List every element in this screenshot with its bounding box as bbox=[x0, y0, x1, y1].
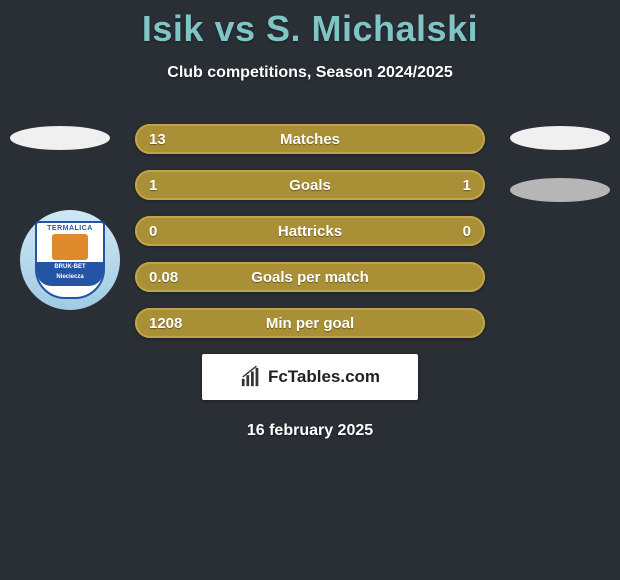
stat-label: Goals bbox=[135, 177, 485, 194]
content-area: TERMALICA BRUK-BET Nieciecza 13 Matches … bbox=[0, 124, 620, 440]
stat-right-value: 1 bbox=[463, 177, 471, 194]
club-badge-graphic: TERMALICA BRUK-BET Nieciecza bbox=[35, 221, 105, 299]
player-right-placeholder-ellipse-1 bbox=[510, 126, 610, 150]
stat-left-value: 1 bbox=[149, 177, 157, 194]
stat-left-value: 1208 bbox=[149, 315, 182, 332]
stat-row-min-per-goal: 1208 Min per goal bbox=[135, 308, 485, 338]
footer-date: 16 february 2025 bbox=[0, 422, 620, 440]
club-badge-left: TERMALICA BRUK-BET Nieciecza bbox=[20, 210, 120, 310]
badge-text-top: TERMALICA bbox=[47, 225, 93, 232]
stat-label: Min per goal bbox=[135, 315, 485, 332]
stat-rows: 13 Matches 1 Goals 1 0 Hattricks 0 0.08 … bbox=[135, 124, 485, 338]
badge-text-mid: BRUK-BET bbox=[37, 262, 103, 272]
badge-center-shape bbox=[52, 234, 88, 260]
brand-box[interactable]: FcTables.com bbox=[202, 354, 418, 400]
stat-row-hattricks: 0 Hattricks 0 bbox=[135, 216, 485, 246]
badge-strip: BRUK-BET bbox=[37, 262, 103, 272]
stat-row-goals-per-match: 0.08 Goals per match bbox=[135, 262, 485, 292]
badge-text-bottom: Nieciecza bbox=[37, 272, 103, 286]
bar-chart-icon bbox=[240, 366, 262, 388]
page-title: Isik vs S. Michalski bbox=[0, 0, 620, 50]
stat-right-value: 0 bbox=[463, 223, 471, 240]
player-left-placeholder-ellipse bbox=[10, 126, 110, 150]
stat-left-value: 13 bbox=[149, 131, 166, 148]
player-right-placeholder-ellipse-2 bbox=[510, 178, 610, 202]
stat-row-matches: 13 Matches bbox=[135, 124, 485, 154]
page-subtitle: Club competitions, Season 2024/2025 bbox=[0, 50, 620, 82]
stat-label: Goals per match bbox=[135, 269, 485, 286]
stat-row-goals: 1 Goals 1 bbox=[135, 170, 485, 200]
stat-left-value: 0.08 bbox=[149, 269, 178, 286]
stat-label: Hattricks bbox=[135, 223, 485, 240]
stat-left-value: 0 bbox=[149, 223, 157, 240]
brand-text: FcTables.com bbox=[268, 367, 380, 387]
stat-label: Matches bbox=[135, 131, 485, 148]
